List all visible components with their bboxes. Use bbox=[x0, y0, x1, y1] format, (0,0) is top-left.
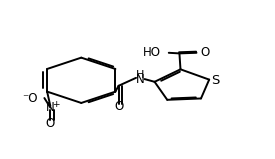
Text: ⁻O: ⁻O bbox=[23, 92, 38, 105]
Text: S: S bbox=[211, 74, 220, 87]
Text: H: H bbox=[136, 70, 144, 80]
Text: +: + bbox=[53, 100, 60, 109]
Text: O: O bbox=[46, 117, 55, 130]
Text: O: O bbox=[114, 100, 123, 113]
Text: N: N bbox=[46, 101, 55, 114]
Text: O: O bbox=[201, 46, 210, 59]
Text: HO: HO bbox=[143, 46, 161, 59]
Text: N: N bbox=[136, 73, 144, 86]
